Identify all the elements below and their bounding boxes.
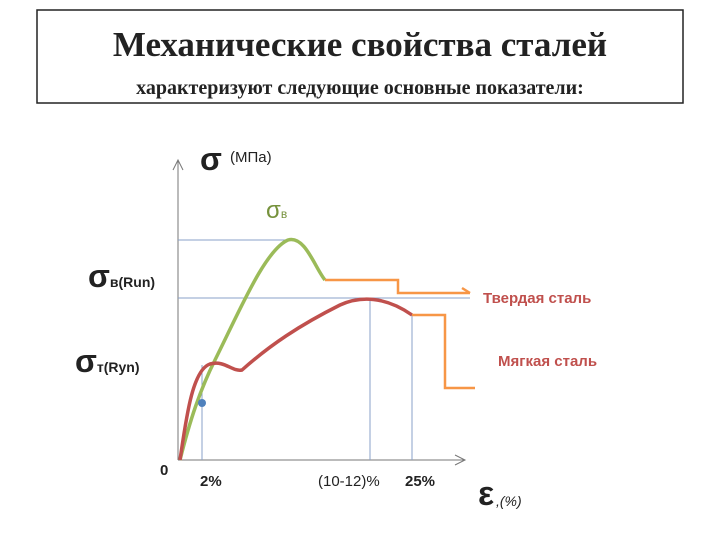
soft-steel-label: Мягкая сталь <box>498 353 597 370</box>
subscript: т(Ryn) <box>97 359 140 375</box>
soft-steel-plateau <box>412 313 475 390</box>
origin-label: 0 <box>160 462 168 479</box>
hard-steel-plateau <box>325 278 470 295</box>
guide-lines <box>178 239 470 460</box>
x-mark: 25% <box>405 473 435 490</box>
proportional-limit <box>198 399 206 407</box>
hard-steel-curve <box>178 237 327 461</box>
x-symbol: ε <box>478 475 494 513</box>
subscript: в(Run) <box>110 274 155 290</box>
subscript: в <box>281 207 287 221</box>
arrow <box>461 286 471 295</box>
peak-label: σв <box>266 197 287 224</box>
hard-steel-label: Твердая сталь <box>483 290 591 307</box>
symbol: σ <box>266 197 281 224</box>
y-unit: (МПа) <box>230 149 272 166</box>
symbol: σ <box>75 343 97 379</box>
title-box <box>36 9 684 104</box>
x-unit: ,(%) <box>496 493 522 509</box>
soft-steel-curve <box>178 297 414 461</box>
x-mark: (10-12)% <box>318 473 380 490</box>
axes <box>172 158 467 466</box>
ultimate-label: σв(Run) <box>88 258 155 294</box>
subtitle: характеризуют следующие основные показат… <box>136 77 584 99</box>
x-mark: 2% <box>200 473 222 490</box>
title: Механические свойства сталей <box>113 25 607 64</box>
symbol: σ <box>88 258 110 294</box>
yield-label: σт(Ryn) <box>75 343 140 379</box>
y-symbol: σ <box>200 141 222 177</box>
